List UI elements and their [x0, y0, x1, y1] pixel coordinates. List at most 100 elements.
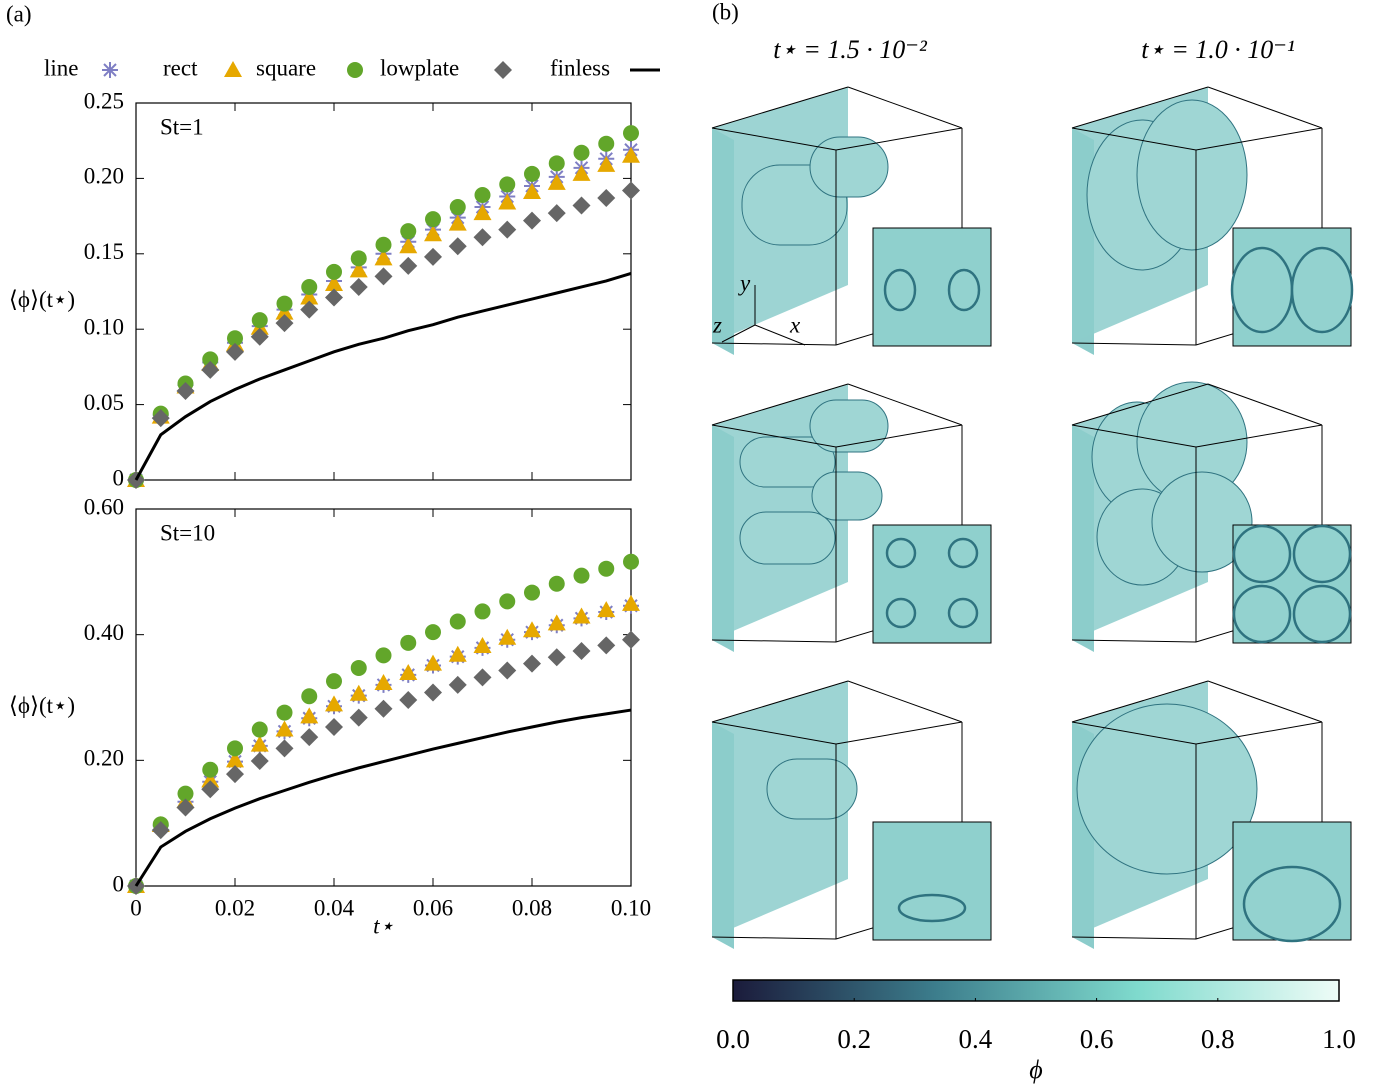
- inset-droplet: [899, 895, 965, 921]
- inset: [873, 822, 991, 940]
- data-point: [523, 655, 541, 673]
- inset-droplet: [1234, 526, 1290, 582]
- y-tick-label: 0.40: [84, 620, 124, 645]
- data-point: [399, 257, 417, 275]
- droplet: [810, 137, 888, 197]
- data-point: [597, 636, 615, 654]
- data-point: [226, 343, 244, 361]
- data-point: [623, 125, 639, 141]
- figure: (a) (b) t⋆ = 1.5 · 10⁻² t⋆ = 1.0 · 10⁻¹ …: [0, 0, 1389, 1090]
- data-point: [597, 601, 615, 617]
- panel-label: (b): [712, 0, 739, 24]
- panel-label: (a): [6, 1, 32, 26]
- data-point: [251, 736, 269, 752]
- inset-droplet: [887, 599, 915, 627]
- data-point: [574, 145, 590, 161]
- cube-edge: [848, 681, 962, 722]
- data-point: [276, 739, 294, 757]
- page: {"panel_labels": ["(a)", "(b)"], "chart_…: [0, 0, 1389, 1090]
- data-point: [325, 718, 343, 736]
- data-point: [622, 631, 640, 649]
- data-point: [301, 279, 317, 295]
- inset-droplet: [1244, 867, 1340, 941]
- data-point: [400, 223, 416, 239]
- colorbar-tick-label: 1.0: [1322, 1024, 1356, 1054]
- data-point: [376, 647, 392, 663]
- inset-droplet: [1292, 248, 1352, 332]
- colorbar-tick-label: 0.4: [959, 1024, 993, 1054]
- data-point: [375, 674, 393, 690]
- data-point: [277, 705, 293, 721]
- data-point: [350, 709, 368, 727]
- legend-label: line: [44, 55, 79, 80]
- data-point: [399, 237, 417, 253]
- axis-label: z: [712, 312, 722, 337]
- data-point: [425, 211, 441, 227]
- data-point: [475, 603, 491, 619]
- legend-label: rect: [163, 55, 198, 80]
- data-point: [325, 289, 343, 307]
- y-tick-label: 0.20: [84, 164, 124, 189]
- data-point: [524, 166, 540, 182]
- data-point: [350, 278, 368, 296]
- data-point: [573, 197, 591, 215]
- inset-droplet: [1294, 586, 1350, 642]
- data-point: [573, 642, 591, 660]
- x-tick-label: 0.10: [611, 895, 651, 920]
- data-point: [622, 595, 640, 611]
- y-tick-label: 0.10: [84, 314, 124, 339]
- data-point: [598, 561, 614, 577]
- data-point: [573, 607, 591, 623]
- y-tick-label: 0.20: [84, 746, 124, 771]
- x-tick-label: 0.04: [314, 895, 355, 920]
- annotation: St=10: [160, 520, 215, 545]
- data-point: [474, 668, 492, 686]
- colorbar-tick-label: 0.8: [1201, 1024, 1235, 1054]
- axis-label: y: [738, 270, 751, 295]
- data-point: [524, 585, 540, 601]
- data-point: [598, 136, 614, 152]
- legend-marker: [224, 61, 242, 77]
- y-tick-label: 0: [113, 871, 125, 896]
- inset-droplet: [885, 270, 915, 310]
- column-title: t⋆ = 1.5 · 10⁻²: [773, 35, 928, 64]
- data-point: [548, 204, 566, 222]
- inset-droplet: [949, 599, 977, 627]
- inset-droplet: [887, 539, 915, 567]
- y-tick-label: 0.15: [84, 239, 124, 264]
- data-point: [499, 593, 515, 609]
- data-point: [597, 189, 615, 207]
- droplet: [1077, 704, 1257, 874]
- y-axis-label: ⟨ϕ⟩(t⋆): [9, 693, 75, 718]
- data-point: [549, 155, 565, 171]
- droplet: [740, 512, 835, 564]
- legend-label: finless: [550, 55, 610, 80]
- legend-marker: [102, 62, 118, 78]
- cube-edge: [836, 722, 962, 744]
- inset-droplet: [1232, 248, 1292, 332]
- data-point: [202, 762, 218, 778]
- inset-droplet: [1294, 526, 1350, 582]
- droplet: [1137, 100, 1247, 250]
- data-point: [450, 199, 466, 215]
- data-point: [499, 176, 515, 192]
- x-axis-label: t⋆: [373, 913, 394, 938]
- colorbar-tick-label: 0.6: [1080, 1024, 1114, 1054]
- data-point: [424, 248, 442, 266]
- data-point: [399, 664, 417, 680]
- y-tick-label: 0.05: [84, 390, 124, 415]
- data-point: [424, 225, 442, 241]
- data-point: [424, 683, 442, 701]
- data-point: [300, 707, 318, 723]
- data-point: [376, 237, 392, 253]
- legend-label: square: [256, 55, 316, 80]
- data-point: [351, 250, 367, 266]
- legend-marker: [347, 62, 363, 78]
- data-point: [548, 614, 566, 630]
- inset-droplet: [1234, 586, 1290, 642]
- x-tick-label: 0: [130, 895, 142, 920]
- colorbar-tick-label: 0.2: [837, 1024, 871, 1054]
- data-point: [252, 722, 268, 738]
- legend-label: lowplate: [380, 55, 459, 80]
- data-point: [449, 237, 467, 255]
